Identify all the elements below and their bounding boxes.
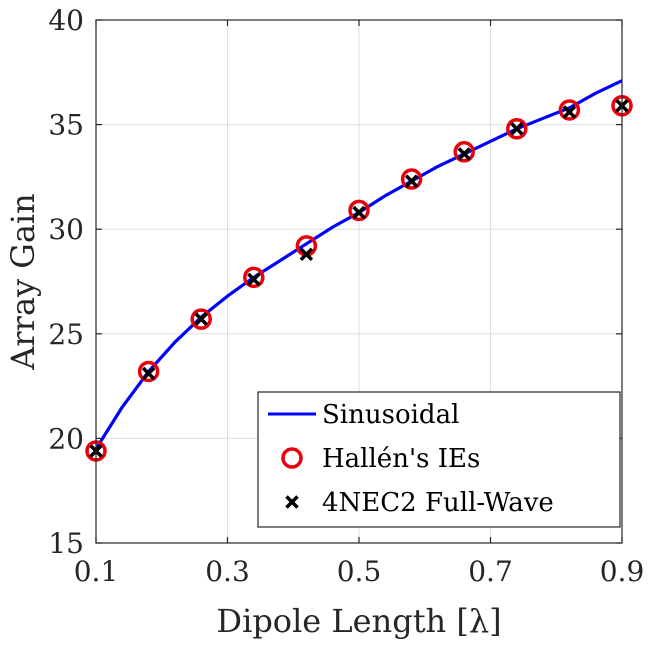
marker-hallen-point — [453, 141, 475, 163]
y-tick-label: 25 — [48, 318, 84, 351]
marker-4nec2-point — [510, 122, 524, 136]
marker-4nec2-point — [247, 272, 261, 287]
x-tick-label: 0.3 — [205, 555, 250, 588]
x-tick-label: 0.9 — [600, 555, 645, 588]
marker-hallen-point — [506, 118, 528, 140]
plot-series — [85, 79, 633, 462]
y-axis-label: Array Gain — [4, 193, 42, 371]
marker-4nec2-point — [194, 312, 208, 326]
axis-ticks: 0.1 0.3 0.5 0.7 0.9 15 20 25 30 35 40 — [48, 4, 644, 588]
marker-hallen-point — [137, 360, 160, 383]
legend-label-hallen: Hallén's IEs — [322, 444, 480, 474]
marker-4nec2-point — [404, 174, 419, 188]
legend: Sinusoidal Hallén's IEs 4NEC2 Full-Wave — [257, 391, 621, 528]
marker-hallen-point — [243, 266, 265, 289]
x-tick-label: 0.5 — [337, 555, 382, 588]
marker-4nec2-point — [141, 366, 156, 381]
marker-hallen-point — [348, 199, 370, 222]
marker-4nec2-point — [562, 105, 577, 119]
y-tick-label: 20 — [48, 422, 84, 455]
legend-label-sinusoidal: Sinusoidal — [322, 400, 459, 430]
y-tick-label: 30 — [48, 213, 84, 246]
x-axis-label: Dipole Length [λ] — [216, 602, 501, 640]
marker-hallen-point — [190, 308, 212, 330]
marker-4nec2-point — [457, 147, 471, 161]
legend-label-4nec2: 4NEC2 Full-Wave — [322, 488, 554, 518]
y-tick-label: 35 — [48, 109, 84, 142]
marker-hallen-point — [400, 168, 423, 190]
marker-4nec2-point — [299, 247, 314, 262]
legend-swatch-4nec2 — [285, 495, 299, 509]
marker-4nec2-point — [352, 205, 366, 220]
x-tick-label: 0.1 — [74, 555, 119, 588]
y-tick-label: 15 — [48, 527, 84, 560]
legend-box — [257, 391, 621, 528]
marker-hallen-point — [558, 99, 581, 121]
y-tick-label: 40 — [48, 4, 84, 37]
legend-swatch-hallen — [281, 447, 303, 469]
x-tick-label: 0.7 — [468, 555, 513, 588]
